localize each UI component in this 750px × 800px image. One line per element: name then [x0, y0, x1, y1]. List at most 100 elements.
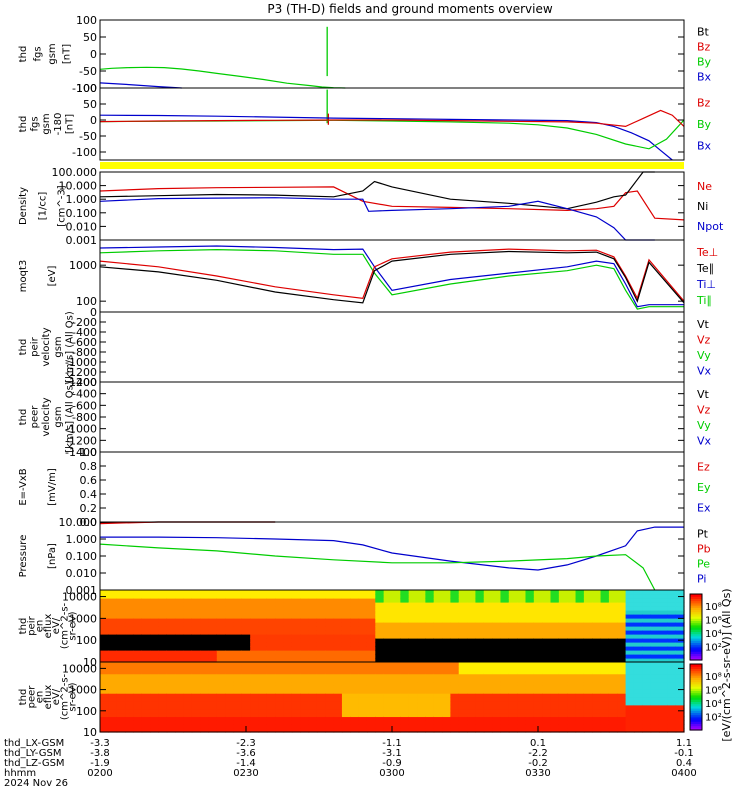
heatmap-cell	[283, 669, 293, 675]
heatmap-cell	[475, 681, 485, 686]
heatmap-cell	[325, 662, 335, 667]
heatmap-cell	[517, 630, 527, 635]
heatmap-cell	[150, 677, 159, 683]
heatmap-cell	[200, 720, 210, 725]
colorbar-cell	[690, 622, 702, 626]
heatmap-cell	[658, 658, 668, 663]
heatmap-cell	[308, 606, 318, 611]
heatmap-cell	[608, 594, 618, 599]
heatmap-cell	[483, 594, 493, 599]
heatmap-cell	[467, 654, 477, 659]
heatmap-cell	[533, 677, 543, 683]
heatmap-cell	[642, 665, 652, 671]
heatmap-cell	[542, 697, 552, 702]
ylabel-line: velocity	[41, 327, 52, 366]
heatmap-cell	[316, 614, 326, 619]
heatmap-cell	[425, 646, 435, 651]
heatmap-cell	[525, 654, 535, 659]
ytick-label: 1.000	[66, 533, 98, 546]
heatmap-cell	[291, 712, 301, 718]
heatmap-cell	[366, 724, 376, 729]
colorbar-label: [eV/(cm^2-s-sr-eV)] (All Qs)	[720, 588, 733, 741]
heatmap-cell	[617, 697, 627, 702]
heatmap-cell	[266, 606, 276, 611]
heatmap-cell	[400, 590, 410, 595]
heatmap-cell	[517, 662, 527, 667]
heatmap-cell	[133, 594, 143, 599]
heatmap-cell	[650, 724, 660, 729]
heatmap-cell	[475, 716, 485, 721]
heatmap-cell	[442, 618, 451, 623]
heatmap-cell	[316, 704, 326, 710]
heatmap-cell	[508, 669, 518, 675]
heatmap-cell	[492, 654, 502, 659]
heatmap-cell	[392, 626, 401, 631]
heatmap-cell	[200, 673, 210, 679]
heatmap-cell	[567, 614, 577, 619]
heatmap-cell	[208, 669, 218, 675]
heatmap-cell	[667, 638, 677, 643]
heatmap-cell	[366, 642, 376, 647]
heatmap-cell	[200, 697, 210, 702]
ytick-label: 1000	[69, 612, 97, 625]
heatmap-cell	[558, 598, 568, 603]
heatmap-cell	[667, 618, 677, 623]
heatmap-cell	[250, 728, 260, 733]
heatmap-cell	[567, 602, 577, 607]
heatmap-cell	[166, 700, 176, 706]
heatmap-cell	[583, 712, 593, 718]
heatmap-cell	[525, 650, 535, 655]
heatmap-cell	[500, 716, 510, 721]
heatmap-cell	[166, 594, 176, 599]
heatmap-cell	[300, 728, 310, 733]
heatmap-cell	[125, 618, 134, 623]
heatmap-cell	[283, 712, 293, 718]
heatmap-cell	[675, 724, 685, 729]
heatmap-cell	[525, 697, 535, 702]
heatmap-cell	[483, 712, 493, 718]
heatmap-cell	[133, 646, 143, 651]
heatmap-cell	[191, 650, 201, 655]
heatmap-cell	[150, 654, 159, 659]
heatmap-cell	[392, 594, 401, 599]
heatmap-cell	[375, 610, 385, 615]
heatmap-cell	[400, 658, 410, 663]
heatmap-cell	[575, 697, 585, 702]
heatmap-cell	[583, 618, 593, 623]
heatmap-cell	[125, 677, 134, 683]
heatmap-cell	[392, 689, 401, 694]
heatmap-cell	[258, 716, 268, 721]
heatmap-cell	[467, 634, 477, 639]
heatmap-cell	[341, 610, 351, 615]
heatmap-cell	[617, 720, 627, 725]
heatmap-cell	[116, 602, 126, 607]
heatmap-cell	[266, 728, 276, 733]
heatmap-cell	[458, 634, 468, 639]
heatmap-cell	[133, 716, 143, 721]
heatmap-cell	[216, 716, 226, 721]
heatmap-cell	[400, 610, 410, 615]
heatmap-cell	[400, 689, 410, 694]
heatmap-cell	[658, 654, 668, 659]
ylabel-line: peer	[30, 405, 41, 429]
heatmap-cell	[442, 693, 451, 698]
heatmap-cell	[442, 724, 451, 729]
heatmap-cell	[658, 642, 668, 647]
heatmap-cell	[575, 630, 585, 635]
heatmap-cell	[333, 697, 343, 702]
heatmap-cell	[583, 594, 593, 599]
heatmap-cell	[300, 650, 310, 655]
heatmap-cell	[283, 626, 293, 631]
heatmap-cell	[500, 700, 510, 706]
heatmap-cell	[125, 638, 134, 643]
heatmap-cell	[600, 708, 610, 714]
heatmap-cell	[575, 662, 585, 667]
heatmap-cell	[150, 622, 159, 627]
heatmap-cell	[191, 685, 201, 690]
heatmap-cell	[400, 677, 410, 683]
heatmap-cell	[633, 646, 643, 651]
ylabel-line: [cm^-3]	[57, 185, 68, 226]
heatmap-cell	[600, 712, 610, 718]
ytick-label: 1000	[69, 684, 97, 697]
